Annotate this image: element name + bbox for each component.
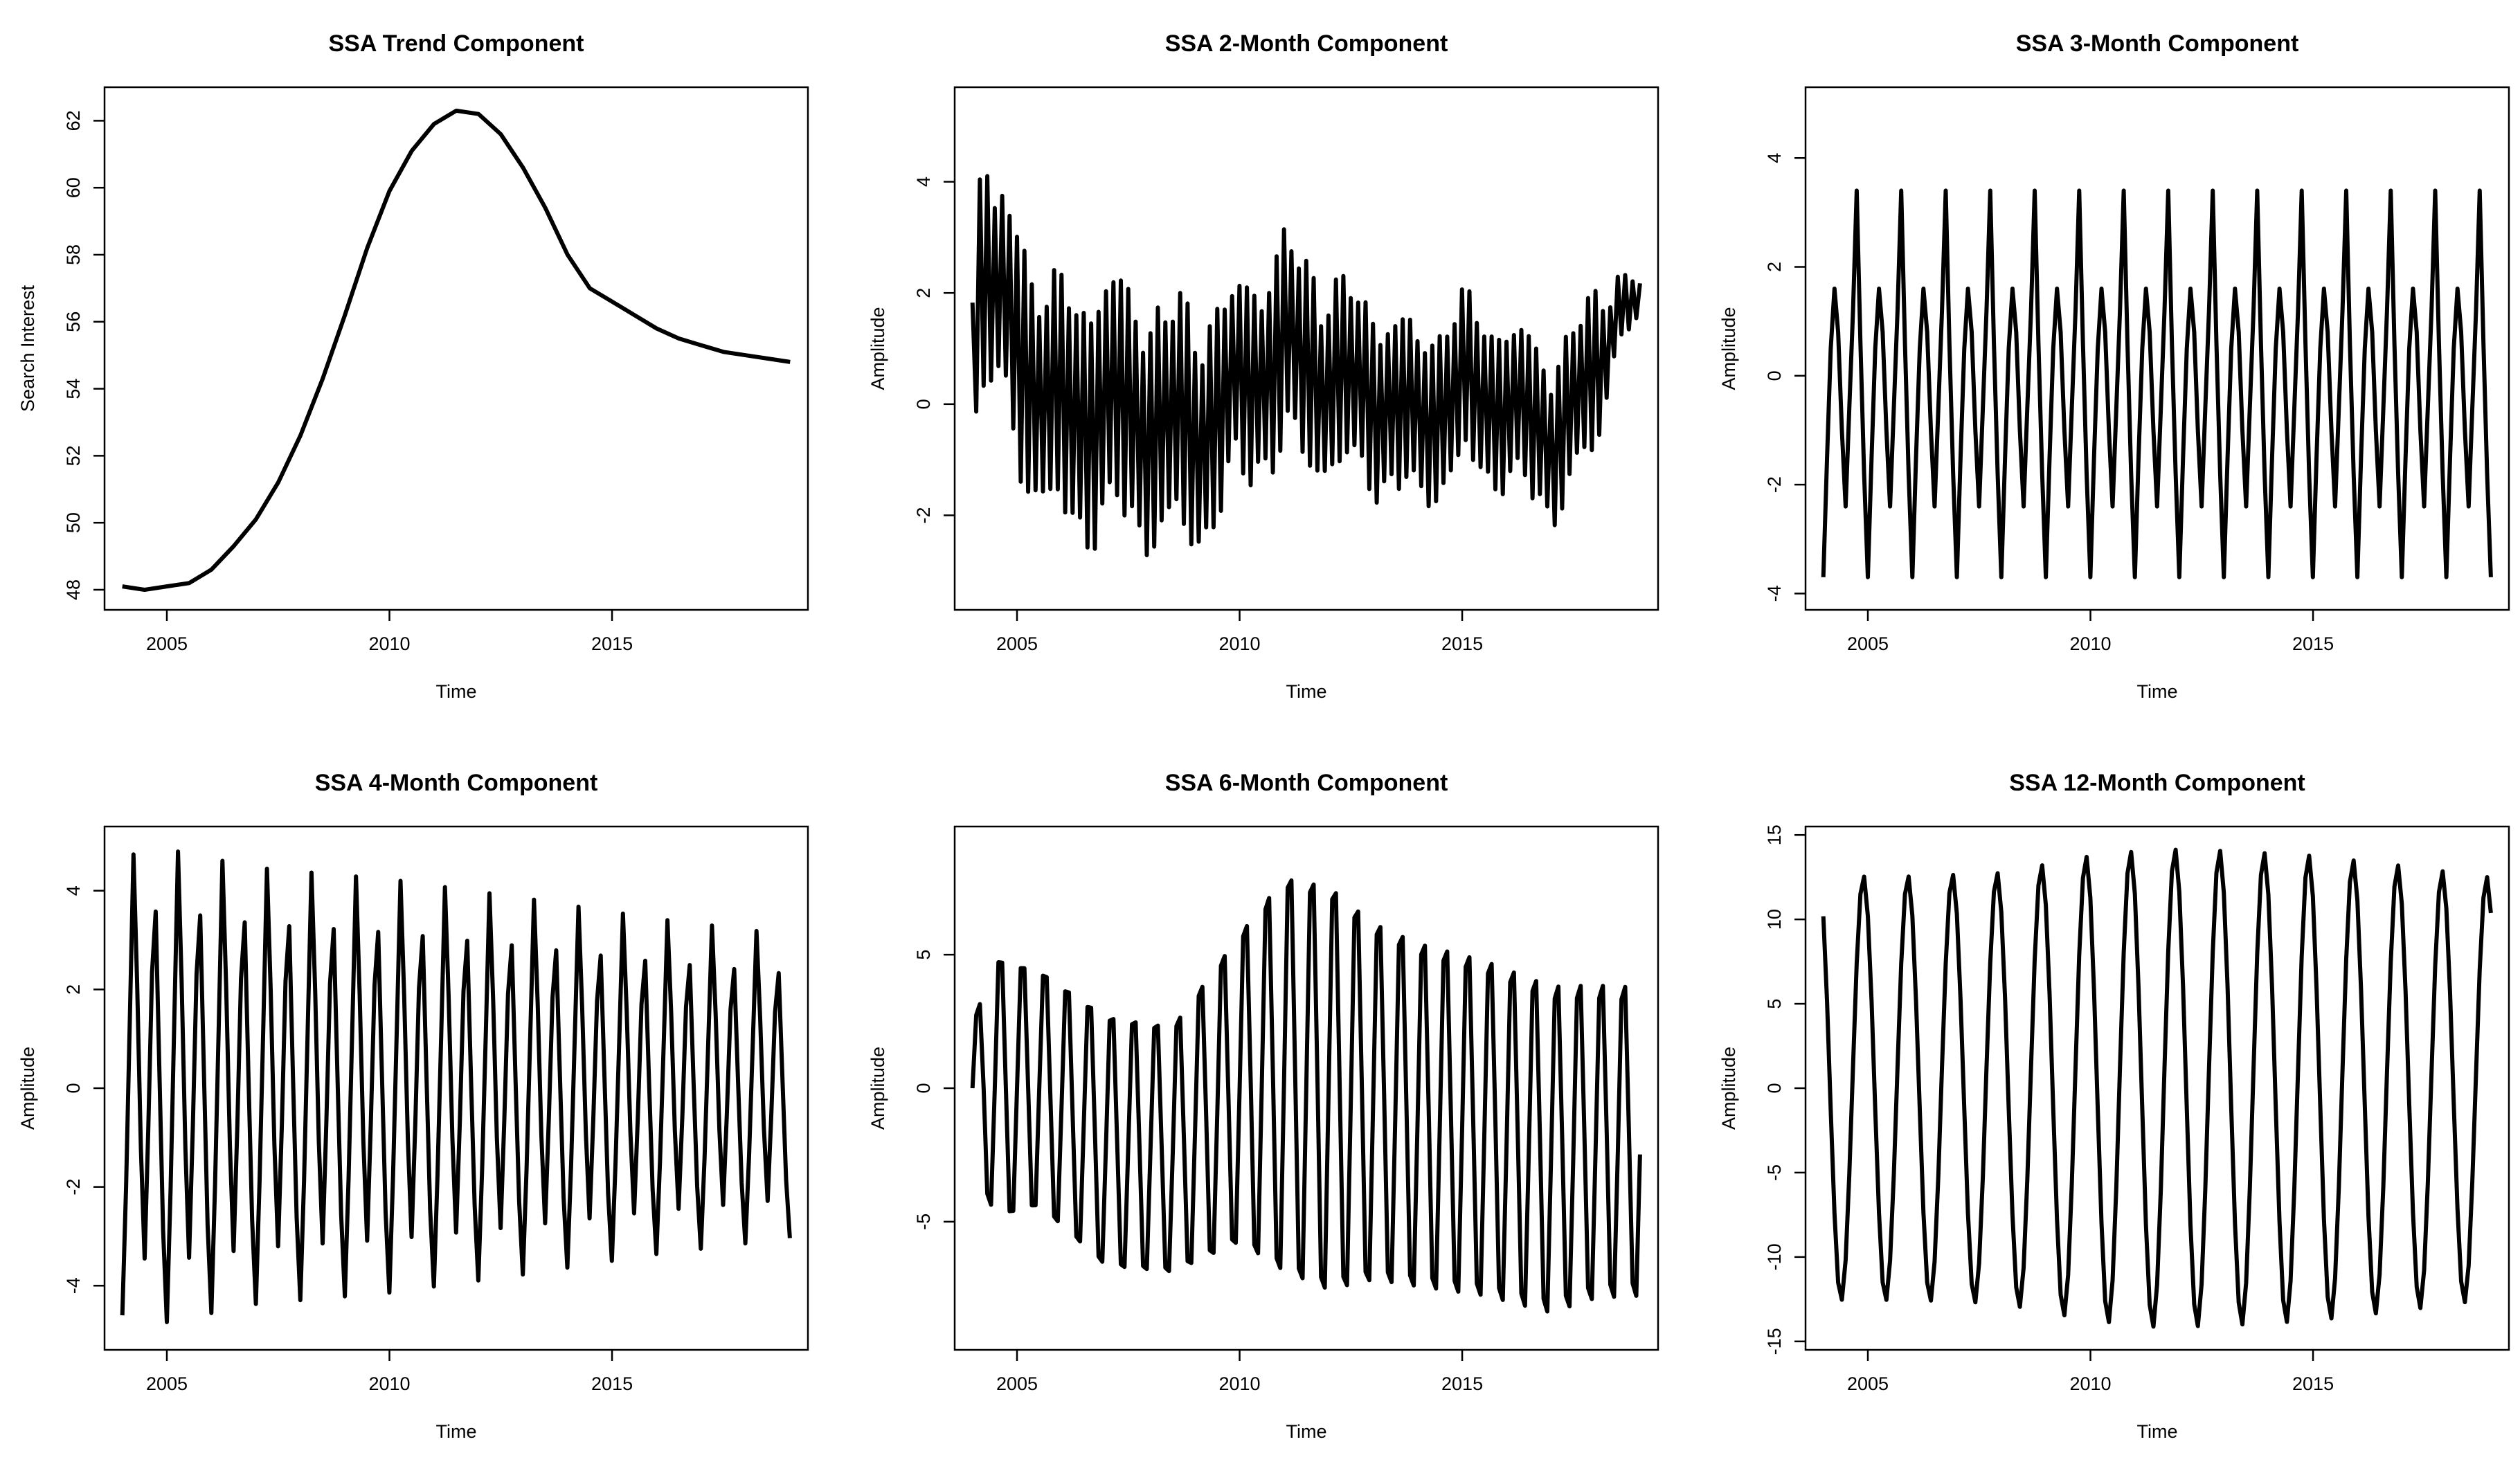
x-tick-label: 2005: [146, 1373, 188, 1394]
y-axis: -4 -2 0 2 4: [63, 885, 105, 1294]
chart-title: SSA Trend Component: [329, 30, 584, 57]
x-tick-label: 2010: [2070, 633, 2112, 654]
series-line: [120, 849, 792, 1324]
chart-title: SSA 4-Month Component: [315, 770, 598, 796]
x-axis: 2005 2010 2015: [146, 610, 633, 654]
y-tick-label: 62: [63, 110, 84, 131]
x-tick-label: 2015: [591, 1373, 633, 1394]
y-tick-label: 5: [1764, 999, 1785, 1009]
y-tick-label: 60: [63, 177, 84, 198]
x-axis-label: Time: [436, 1421, 477, 1442]
y-tick-label: 0: [1764, 1083, 1785, 1093]
x-axis-label: Time: [1286, 1421, 1327, 1442]
y-axis: -15 -10 -5 0 5 10 15: [1764, 824, 1806, 1355]
chart-title: SSA 12-Month Component: [2009, 770, 2305, 796]
series-line: [970, 174, 1642, 557]
y-tick-label: -2: [1764, 476, 1785, 493]
chart-title: SSA 3-Month Component: [2016, 30, 2299, 57]
x-axis: 2005 2010 2015: [996, 610, 1483, 654]
x-tick-label: 2015: [1441, 633, 1483, 654]
series-line: [122, 108, 791, 592]
y-axis: 48 50 52 54 56 58 60 62: [63, 110, 105, 600]
panel-2: SSA 2-Month Component 2005 2010 2015 Time -2 0…: [867, 30, 1659, 702]
x-axis-label: Time: [1286, 681, 1327, 702]
x-tick-label: 2015: [1441, 1373, 1483, 1394]
y-tick-label: 0: [913, 399, 934, 409]
y-tick-label: 56: [63, 312, 84, 332]
x-tick-label: 2005: [996, 633, 1038, 654]
y-tick-label: -15: [1764, 1328, 1785, 1355]
y-axis-label: Amplitude: [867, 1047, 888, 1130]
x-axis: 2005 2010 2015: [146, 1350, 633, 1394]
x-tick-label: 2015: [2292, 633, 2334, 654]
plot-frame: [103, 86, 809, 611]
y-axis-label: Amplitude: [1718, 1047, 1739, 1130]
x-tick-label: 2005: [996, 1373, 1038, 1394]
x-tick-label: 2015: [591, 633, 633, 654]
y-axis: -5 0 5: [913, 950, 955, 1230]
series-line: [1821, 188, 2493, 579]
panel-1: SSA Trend Component 2005 2010 2015 Time 48 50 5…: [17, 30, 809, 702]
y-tick-label: 50: [63, 512, 84, 533]
y-tick-label: -2: [913, 507, 934, 523]
x-axis-label: Time: [436, 681, 477, 702]
x-tick-label: 2010: [2070, 1373, 2112, 1394]
y-tick-label: -4: [1764, 585, 1785, 602]
y-tick-label: 2: [63, 984, 84, 995]
x-tick-label: 2005: [1847, 1373, 1889, 1394]
y-tick-label: 15: [1764, 824, 1785, 845]
y-tick-label: 58: [63, 244, 84, 265]
y-tick-label: -5: [1764, 1164, 1785, 1181]
chart-title: SSA 6-Month Component: [1165, 770, 1448, 796]
y-tick-label: 0: [913, 1083, 934, 1093]
x-tick-label: 2010: [1219, 633, 1261, 654]
y-tick-label: 52: [63, 445, 84, 466]
y-tick-label: 2: [1764, 262, 1785, 272]
x-axis: 2005 2010 2015: [996, 1350, 1483, 1394]
y-tick-label: 4: [1764, 153, 1785, 163]
x-tick-label: 2010: [1219, 1373, 1261, 1394]
y-axis-label: Amplitude: [1718, 307, 1739, 390]
x-axis-label: Time: [2137, 1421, 2178, 1442]
y-tick-label: 4: [63, 885, 84, 896]
y-axis-label: Amplitude: [17, 1047, 38, 1130]
chart-title: SSA 2-Month Component: [1165, 30, 1448, 57]
y-tick-label: 0: [63, 1083, 84, 1093]
panel-6: SSA 12-Month Component 2005 2010 2015 Time -1…: [1718, 770, 2510, 1442]
x-tick-label: 2015: [2292, 1373, 2334, 1394]
y-tick-label: -4: [63, 1277, 84, 1294]
panel-5: SSA 6-Month Component 2005 2010 2015 Time -5 0…: [867, 770, 1659, 1442]
y-tick-label: 10: [1764, 909, 1785, 930]
x-tick-label: 2010: [369, 1373, 411, 1394]
y-axis: -2 0 2 4: [913, 177, 955, 523]
y-tick-label: 0: [1764, 370, 1785, 381]
x-axis: 2005 2010 2015: [1847, 610, 2334, 654]
y-tick-label: 54: [63, 379, 84, 399]
y-tick-label: -10: [1764, 1243, 1785, 1270]
x-axis: 2005 2010 2015: [1847, 1350, 2334, 1394]
x-tick-label: 2005: [146, 633, 188, 654]
y-tick-label: 2: [913, 288, 934, 298]
plot-frame: [1804, 86, 2510, 611]
y-tick-label: 4: [913, 177, 934, 187]
x-tick-label: 2005: [1847, 633, 1889, 654]
y-axis-label: Search Interest: [17, 285, 38, 412]
y-tick-label: 5: [913, 950, 934, 960]
y-tick-label: 48: [63, 579, 84, 600]
y-tick-label: -2: [63, 1179, 84, 1195]
y-axis: -4 -2 0 2 4: [1764, 153, 1806, 602]
y-tick-label: -5: [913, 1213, 934, 1230]
plot-frame: [953, 86, 1659, 611]
y-axis-label: Amplitude: [867, 307, 888, 390]
x-tick-label: 2010: [369, 633, 411, 654]
series-line: [970, 878, 1642, 1314]
series-line: [1821, 847, 2493, 1329]
x-axis-label: Time: [2137, 681, 2178, 702]
